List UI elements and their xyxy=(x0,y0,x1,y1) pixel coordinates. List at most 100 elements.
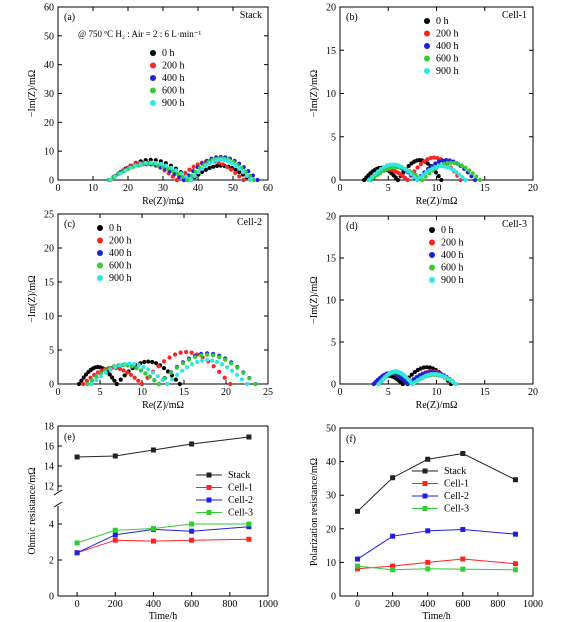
data-point xyxy=(174,177,180,183)
data-point xyxy=(255,177,260,183)
data-point xyxy=(466,168,472,173)
data-point xyxy=(207,161,212,166)
data-point xyxy=(218,157,223,162)
legend-label: Cell-2 xyxy=(444,491,469,502)
y-tick-label: 30 xyxy=(326,491,336,502)
y-tick-label: 60 xyxy=(44,3,54,14)
panel-label: (d) xyxy=(346,221,358,232)
y-tick-label: 10 xyxy=(44,312,54,323)
data-point xyxy=(246,536,252,542)
data-point xyxy=(412,174,417,180)
x-tick-label: 0 xyxy=(355,599,360,610)
data-point xyxy=(409,171,414,177)
legend-marker xyxy=(424,30,430,37)
legend-label: 900 h xyxy=(162,98,185,109)
series-900h xyxy=(108,157,253,183)
series-900h xyxy=(376,369,458,387)
legend-marker xyxy=(97,225,103,231)
y-tick-label: 15 xyxy=(326,46,336,57)
data-point xyxy=(134,366,139,371)
data-point xyxy=(250,173,256,178)
legend-label: Stack xyxy=(444,466,466,477)
x-tick-label: 800 xyxy=(222,599,237,610)
legend-marker xyxy=(206,497,212,503)
data-point xyxy=(211,159,216,164)
data-point xyxy=(222,158,227,163)
data-point xyxy=(234,372,240,377)
data-point xyxy=(161,359,167,364)
series-line-Stack xyxy=(357,453,516,512)
y-tick-label: 5 xyxy=(331,338,336,349)
panel-label: (f) xyxy=(346,434,356,445)
y-tick-label: 0 xyxy=(331,380,336,391)
legend-label: 600 h xyxy=(441,263,464,274)
data-point xyxy=(168,165,173,170)
y-tick-label: 50 xyxy=(326,424,336,435)
data-point xyxy=(425,566,431,572)
data-point xyxy=(239,377,245,382)
data-point xyxy=(355,566,361,572)
data-point xyxy=(189,350,194,355)
data-point xyxy=(460,526,466,532)
data-point xyxy=(158,161,163,167)
y-tick-label: 20 xyxy=(326,3,336,14)
x-tick-label: 200 xyxy=(385,599,400,610)
legend-marker xyxy=(97,250,103,256)
y-tick-label: 25 xyxy=(44,210,54,221)
x-tick-label: 20 xyxy=(221,387,231,398)
x-tick-label: 5 xyxy=(386,387,391,398)
data-point xyxy=(463,177,468,183)
data-point xyxy=(460,566,466,572)
data-point xyxy=(400,164,405,170)
data-point xyxy=(457,172,462,177)
data-point xyxy=(165,381,170,387)
x-tick-label: 25 xyxy=(263,387,273,398)
data-point xyxy=(185,365,190,370)
legend-marker xyxy=(429,277,435,283)
legend-label: 600 h xyxy=(109,261,132,272)
x-axis-label: Re(Z)/mΩ xyxy=(416,400,458,411)
data-point xyxy=(127,361,132,366)
data-point xyxy=(152,378,157,383)
y-tick-label: 12 xyxy=(44,482,54,493)
legend-label: 900 h xyxy=(436,66,459,77)
x-tick-label: 10 xyxy=(432,183,442,194)
data-point xyxy=(190,362,195,367)
data-point xyxy=(136,363,141,368)
data-point xyxy=(463,165,468,170)
data-point xyxy=(395,177,400,183)
data-point xyxy=(109,375,115,380)
x-tick-label: 0 xyxy=(56,387,61,398)
legend-label: 900 h xyxy=(441,275,464,286)
panel-label: (e) xyxy=(64,432,75,443)
data-point xyxy=(180,368,185,373)
data-point xyxy=(512,531,518,537)
x-tick-label: 1000 xyxy=(258,599,278,610)
data-point xyxy=(156,381,161,387)
data-point xyxy=(456,161,461,167)
x-axis-label: Re(Z)/mΩ xyxy=(142,400,184,411)
data-point xyxy=(142,359,147,365)
data-point xyxy=(390,567,396,573)
data-point xyxy=(425,157,430,162)
x-tick-label: 10 xyxy=(137,387,147,398)
x-tick-label: 50 xyxy=(228,183,238,194)
data-point xyxy=(439,177,444,183)
data-point xyxy=(112,527,118,533)
data-point xyxy=(178,350,183,355)
data-point xyxy=(79,378,84,383)
data-point xyxy=(150,359,155,365)
panel-title: Stack xyxy=(240,10,262,21)
data-point xyxy=(125,370,130,375)
legend-marker xyxy=(429,264,435,271)
data-point xyxy=(189,441,195,447)
data-point xyxy=(121,368,126,373)
data-point xyxy=(148,160,153,165)
panel-title: Cell-1 xyxy=(502,10,527,21)
data-point xyxy=(453,381,458,387)
data-point xyxy=(195,359,200,365)
data-point xyxy=(460,175,465,180)
y-tick-label: 20 xyxy=(44,118,54,129)
data-point xyxy=(114,381,119,387)
data-point xyxy=(170,169,175,174)
